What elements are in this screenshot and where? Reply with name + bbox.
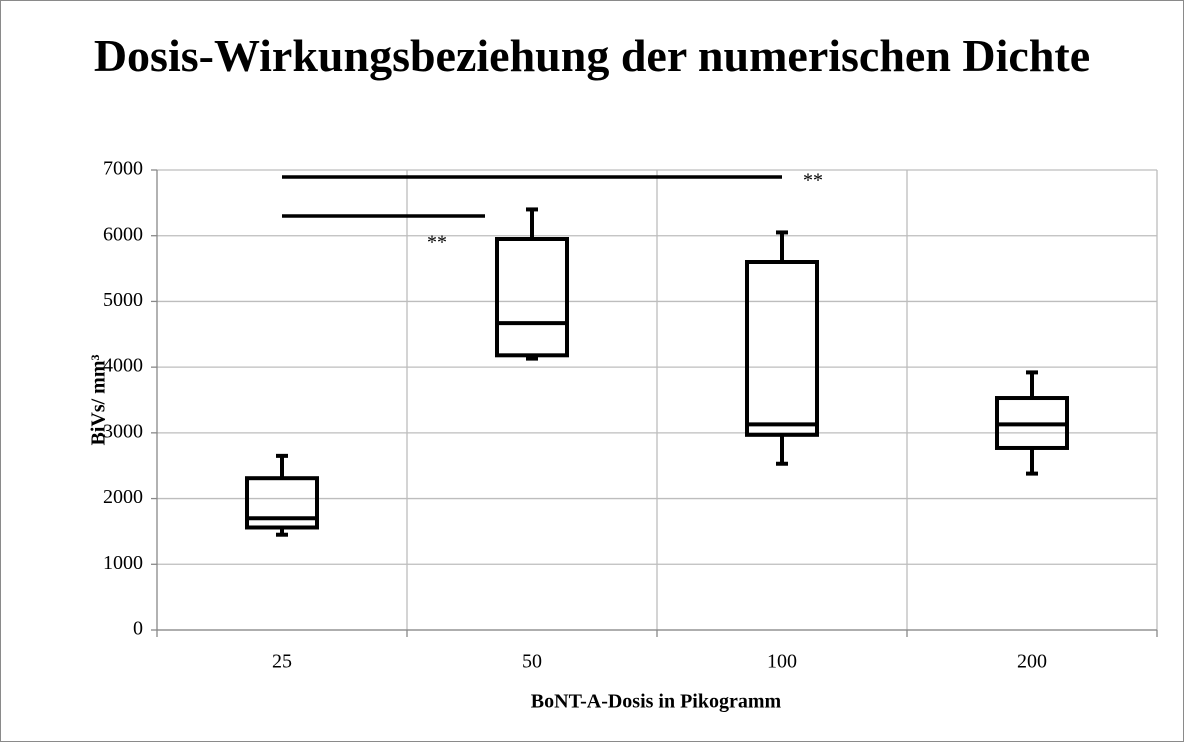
y-axis-label: BiVs/ mm³ xyxy=(88,355,110,446)
annotation-box xyxy=(405,216,473,262)
x-tick-label: 50 xyxy=(522,651,542,673)
box xyxy=(245,476,319,530)
box xyxy=(495,237,569,358)
chart-title: Dosis-Wirkungsbeziehung der numerischen … xyxy=(93,30,1091,81)
y-tick-label: 6000 xyxy=(103,223,143,245)
x-tick-label: 200 xyxy=(1017,651,1047,673)
y-tick-label: 1000 xyxy=(103,552,143,574)
annotation: ** xyxy=(427,232,447,254)
x-tick-label: 100 xyxy=(767,651,797,673)
annotation: ** xyxy=(803,170,823,192)
y-tick-label: 4000 xyxy=(103,355,143,377)
x-axis-label: BoNT-A-Dosis in Pikogramm xyxy=(531,691,782,713)
annotation-box xyxy=(781,165,871,205)
x-tick-label: 25 xyxy=(272,651,292,673)
y-tick-label: 2000 xyxy=(103,486,143,508)
box xyxy=(745,260,819,437)
y-tick-label: 3000 xyxy=(103,420,143,442)
y-tick-label: 5000 xyxy=(103,289,143,311)
y-tick-label: 0 xyxy=(133,618,143,640)
y-tick-label: 7000 xyxy=(103,158,143,180)
